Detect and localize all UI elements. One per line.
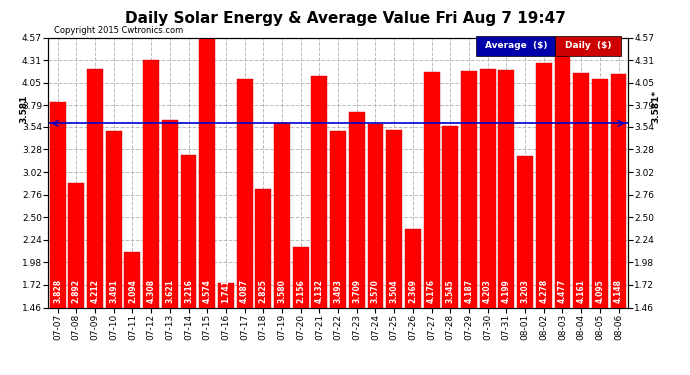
Text: 3.580: 3.580 xyxy=(277,279,286,303)
Bar xyxy=(442,126,458,375)
Bar xyxy=(611,74,627,375)
Text: 4.148: 4.148 xyxy=(614,279,623,303)
Text: 4.308: 4.308 xyxy=(147,279,156,303)
Text: 4.187: 4.187 xyxy=(464,279,473,303)
Text: 3.504: 3.504 xyxy=(390,279,399,303)
Bar xyxy=(498,70,514,375)
Text: 4.087: 4.087 xyxy=(240,279,249,303)
Bar xyxy=(199,37,215,375)
Text: 3.216: 3.216 xyxy=(184,279,193,303)
Bar xyxy=(592,79,608,375)
Text: 2.892: 2.892 xyxy=(72,279,81,303)
Text: 2.825: 2.825 xyxy=(259,279,268,303)
Text: 2.369: 2.369 xyxy=(408,279,417,303)
Text: 1.741: 1.741 xyxy=(221,279,230,303)
Text: 4.132: 4.132 xyxy=(315,279,324,303)
Text: 3.828: 3.828 xyxy=(53,279,62,303)
Text: 4.574: 4.574 xyxy=(203,279,212,303)
Text: 4.161: 4.161 xyxy=(577,279,586,303)
Text: 4.176: 4.176 xyxy=(427,279,436,303)
Text: 4.203: 4.203 xyxy=(483,279,492,303)
Text: Average  ($): Average ($) xyxy=(484,42,547,51)
Bar xyxy=(555,46,571,375)
Text: 4.199: 4.199 xyxy=(502,279,511,303)
Bar xyxy=(124,252,140,375)
Bar xyxy=(536,63,552,375)
Bar xyxy=(144,60,159,375)
Bar xyxy=(368,124,384,375)
Text: 4.212: 4.212 xyxy=(90,279,99,303)
Text: 2.156: 2.156 xyxy=(296,279,305,303)
Text: 3.709: 3.709 xyxy=(353,279,362,303)
Bar xyxy=(218,283,234,375)
Bar xyxy=(50,102,66,375)
Text: 3.621: 3.621 xyxy=(166,279,175,303)
Text: 2.094: 2.094 xyxy=(128,279,137,303)
Text: Daily  ($): Daily ($) xyxy=(565,42,611,51)
Bar xyxy=(573,73,589,375)
Text: 3.491: 3.491 xyxy=(109,279,118,303)
Text: 4.095: 4.095 xyxy=(595,279,604,303)
Bar xyxy=(68,183,84,375)
Text: Copyright 2015 Cwtronics.com: Copyright 2015 Cwtronics.com xyxy=(54,26,184,35)
Bar xyxy=(106,131,121,375)
Bar xyxy=(349,112,365,375)
Bar xyxy=(424,72,440,375)
Bar xyxy=(480,69,495,375)
Bar xyxy=(517,156,533,375)
Text: 4.477: 4.477 xyxy=(558,279,567,303)
Text: 3.493: 3.493 xyxy=(333,279,343,303)
Bar xyxy=(386,130,402,375)
Bar xyxy=(293,247,308,375)
Bar xyxy=(181,155,197,375)
Bar xyxy=(274,123,290,375)
Text: 3.570: 3.570 xyxy=(371,279,380,303)
Bar xyxy=(311,75,327,375)
Bar xyxy=(461,71,477,375)
Text: 3.581*: 3.581* xyxy=(651,90,660,123)
Bar xyxy=(162,120,178,375)
Bar xyxy=(405,229,421,375)
Text: 3.203: 3.203 xyxy=(520,279,529,303)
Bar xyxy=(87,69,103,375)
Bar xyxy=(330,131,346,375)
Text: 3.581: 3.581 xyxy=(19,95,29,123)
Bar xyxy=(237,80,253,375)
Text: Daily Solar Energy & Average Value Fri Aug 7 19:47: Daily Solar Energy & Average Value Fri A… xyxy=(125,11,565,26)
Bar xyxy=(255,189,271,375)
Text: 3.545: 3.545 xyxy=(446,279,455,303)
Text: 4.278: 4.278 xyxy=(540,279,549,303)
